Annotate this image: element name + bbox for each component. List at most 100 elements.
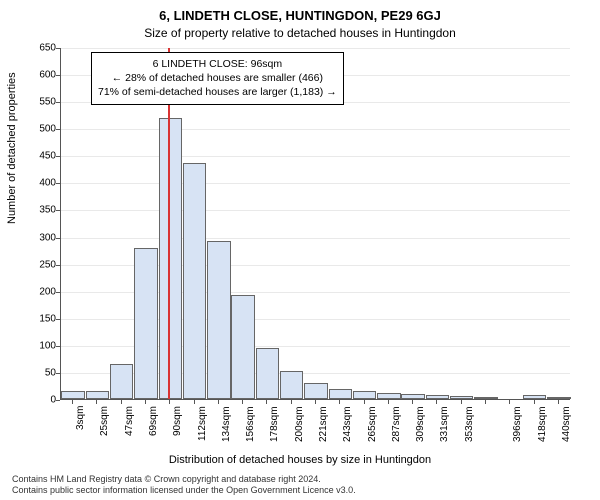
annotation-line-3: 71% of semi-detached houses are larger (… — [98, 85, 337, 99]
x-tick-label: 418sqm — [537, 406, 548, 442]
chart-title: 6, LINDETH CLOSE, HUNTINGDON, PE29 6GJ — [0, 8, 600, 23]
y-tick-mark — [56, 75, 60, 76]
x-tick-label: 134sqm — [221, 406, 232, 442]
x-tick-label: 287sqm — [391, 406, 402, 442]
histogram-bar — [426, 395, 449, 399]
histogram-bar — [183, 163, 206, 399]
x-tick-label: 353sqm — [464, 406, 475, 442]
x-axis-label: Distribution of detached houses by size … — [0, 454, 600, 466]
x-tick-mark — [266, 400, 267, 404]
x-tick-mark — [218, 400, 219, 404]
histogram-bar — [256, 348, 279, 399]
y-tick-mark — [56, 400, 60, 401]
annotation-line-2: ← 28% of detached houses are smaller (46… — [98, 71, 337, 85]
gridline — [61, 210, 570, 211]
y-tick-label: 650 — [16, 43, 56, 54]
x-tick-mark — [291, 400, 292, 404]
x-tick-mark — [194, 400, 195, 404]
chart-subtitle: Size of property relative to detached ho… — [0, 26, 600, 40]
x-tick-mark — [339, 400, 340, 404]
y-tick-mark — [56, 346, 60, 347]
x-tick-label: 69sqm — [148, 406, 159, 436]
histogram-bar — [474, 397, 497, 399]
y-tick-label: 200 — [16, 286, 56, 297]
histogram-bar — [523, 395, 546, 399]
annotation-line-1: 6 LINDETH CLOSE: 96sqm — [98, 57, 337, 71]
y-tick-label: 500 — [16, 124, 56, 135]
y-tick-mark — [56, 373, 60, 374]
histogram-bar — [231, 295, 254, 399]
x-tick-mark — [364, 400, 365, 404]
y-tick-label: 450 — [16, 151, 56, 162]
gridline — [61, 238, 570, 239]
x-tick-label: 440sqm — [561, 406, 572, 442]
x-tick-mark — [509, 400, 510, 404]
histogram-bar — [280, 371, 303, 399]
y-tick-mark — [56, 156, 60, 157]
y-tick-label: 100 — [16, 340, 56, 351]
gridline — [61, 183, 570, 184]
gridline — [61, 129, 570, 130]
histogram-bar — [86, 391, 109, 399]
y-tick-label: 400 — [16, 178, 56, 189]
x-tick-mark — [534, 400, 535, 404]
x-tick-label: 331sqm — [439, 406, 450, 442]
gridline — [61, 156, 570, 157]
histogram-bar — [207, 241, 230, 399]
x-tick-label: 309sqm — [415, 406, 426, 442]
histogram-bar — [61, 391, 84, 399]
y-tick-mark — [56, 129, 60, 130]
x-tick-mark — [72, 400, 73, 404]
annotation-box: 6 LINDETH CLOSE: 96sqm ← 28% of detached… — [91, 52, 344, 105]
y-tick-mark — [56, 292, 60, 293]
x-tick-mark — [96, 400, 97, 404]
x-tick-label: 265sqm — [367, 406, 378, 442]
histogram-bar — [353, 391, 376, 399]
histogram-bar — [329, 389, 352, 399]
y-axis-label: Number of detached properties — [6, 72, 18, 224]
histogram-bar — [377, 393, 400, 399]
plot-area: 6 LINDETH CLOSE: 96sqm ← 28% of detached… — [60, 48, 570, 400]
footer: Contains HM Land Registry data © Crown c… — [12, 474, 356, 496]
histogram-bar — [450, 396, 473, 399]
histogram-bar — [304, 383, 327, 399]
x-tick-mark — [412, 400, 413, 404]
y-tick-label: 600 — [16, 70, 56, 81]
gridline — [61, 48, 570, 49]
x-tick-label: 47sqm — [124, 406, 135, 436]
histogram-bar — [134, 248, 157, 399]
x-tick-label: 200sqm — [294, 406, 305, 442]
y-tick-label: 50 — [16, 367, 56, 378]
y-tick-mark — [56, 183, 60, 184]
y-tick-mark — [56, 238, 60, 239]
x-tick-mark — [242, 400, 243, 404]
x-tick-label: 396sqm — [512, 406, 523, 442]
x-tick-label: 25sqm — [99, 406, 110, 436]
x-tick-mark — [145, 400, 146, 404]
histogram-bar — [110, 364, 133, 399]
y-tick-label: 0 — [16, 395, 56, 406]
y-tick-mark — [56, 319, 60, 320]
y-tick-mark — [56, 210, 60, 211]
x-tick-label: 178sqm — [269, 406, 280, 442]
x-tick-label: 90sqm — [172, 406, 183, 436]
x-tick-mark — [169, 400, 170, 404]
y-tick-mark — [56, 48, 60, 49]
x-tick-label: 221sqm — [318, 406, 329, 442]
y-tick-label: 550 — [16, 97, 56, 108]
x-tick-mark — [461, 400, 462, 404]
y-tick-label: 350 — [16, 205, 56, 216]
y-tick-label: 300 — [16, 232, 56, 243]
y-tick-mark — [56, 265, 60, 266]
x-tick-mark — [388, 400, 389, 404]
x-tick-label: 112sqm — [197, 406, 208, 441]
histogram-bar — [547, 397, 570, 399]
x-tick-mark — [121, 400, 122, 404]
histogram-bar — [159, 118, 182, 399]
y-tick-label: 250 — [16, 259, 56, 270]
y-tick-mark — [56, 102, 60, 103]
y-tick-label: 150 — [16, 313, 56, 324]
footer-line-1: Contains HM Land Registry data © Crown c… — [12, 474, 356, 485]
footer-line-2: Contains public sector information licen… — [12, 485, 356, 496]
x-tick-label: 156sqm — [245, 406, 256, 442]
